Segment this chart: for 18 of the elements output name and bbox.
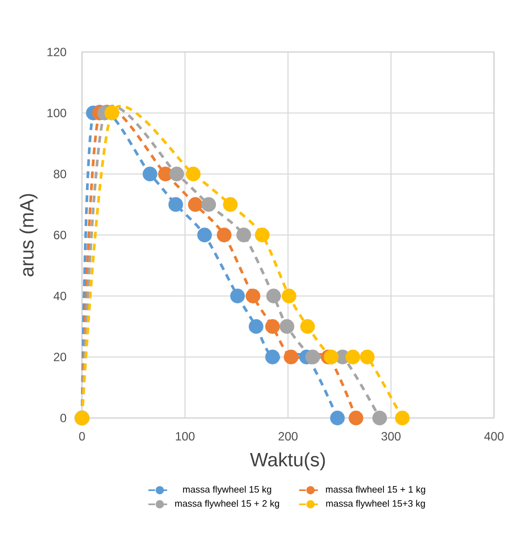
legend-label: massa flwheel 15 + 1 kg bbox=[326, 486, 426, 495]
y-tick-label: 0 bbox=[60, 414, 66, 422]
y-tick-label: 100 bbox=[48, 108, 66, 118]
x-tick-label: 300 bbox=[381, 432, 401, 441]
x-tick-label: 0 bbox=[79, 432, 85, 441]
y-tick-label: 40 bbox=[54, 292, 66, 300]
legend-label: massa flywheel 15+3 kg bbox=[326, 500, 425, 509]
x-tick-label: 400 bbox=[484, 432, 504, 441]
x-tick-label: 200 bbox=[278, 432, 298, 441]
y-tick-label: 60 bbox=[54, 230, 66, 240]
legend-label: massa flywheel 15 + 2 kg bbox=[175, 500, 280, 509]
y-tick-label: 80 bbox=[54, 170, 66, 178]
legend-label: massa flywheel 15 kg bbox=[183, 486, 272, 495]
x-axis-title: Waktu(s) bbox=[250, 452, 325, 470]
y-axis-title: arus (mA) bbox=[20, 194, 38, 276]
x-tick-label: 100 bbox=[176, 432, 195, 441]
y-tick-label: 20 bbox=[54, 352, 66, 362]
y-tick-label: 120 bbox=[48, 48, 66, 56]
